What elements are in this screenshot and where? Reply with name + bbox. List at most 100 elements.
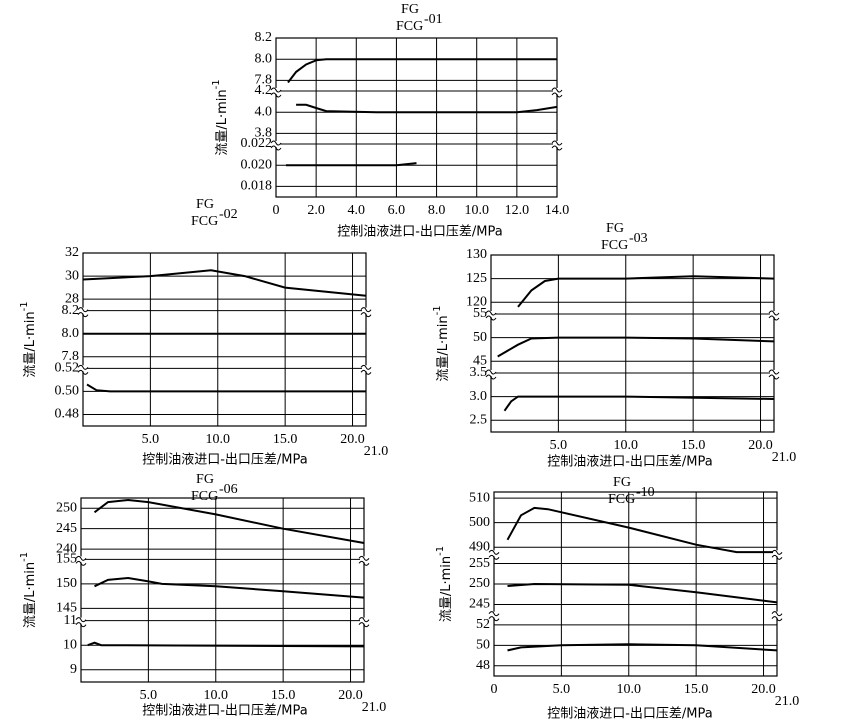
- y-tick-label: 120: [466, 294, 487, 309]
- x-tick-label: 5.0: [142, 432, 160, 447]
- series-line: [93, 498, 365, 544]
- series-line: [506, 506, 777, 554]
- chart-subtitle: FCG: [601, 238, 628, 253]
- y-tick-label: 145: [56, 601, 77, 616]
- y-tick-label: 255: [469, 556, 490, 571]
- plot-frame: [490, 254, 775, 433]
- series-line: [507, 643, 778, 652]
- y-axis-label: 流量/L·min-1: [435, 546, 454, 622]
- x-tick-label: 8.0: [428, 203, 446, 218]
- plot-frame: [80, 497, 365, 683]
- x-axis-label: 控制油液进口-出口压差/MPa: [142, 704, 308, 719]
- y-tick-label: 500: [469, 515, 490, 530]
- axis-break: [485, 369, 497, 380]
- y-axis-label-sup: -1: [435, 546, 446, 556]
- y-tick-label: 4.2: [255, 83, 273, 98]
- x-axis-label: 控制油液进口-出口压差/MPa: [142, 453, 308, 468]
- axis-break: [77, 364, 89, 375]
- y-tick-label: 240: [56, 541, 77, 556]
- y-tick-label: 155: [56, 552, 77, 567]
- x-tick-label: 2.0: [307, 203, 325, 218]
- chart-subtitle: FCG: [396, 19, 423, 34]
- x-tick-label: 20.0: [340, 432, 365, 447]
- x-tick-label: 15.0: [271, 688, 296, 703]
- model-label: -02: [219, 207, 238, 222]
- y-tick-label: 8.0: [62, 326, 80, 341]
- y-tick-label: 55: [473, 306, 487, 321]
- x-tick-label: 0: [491, 682, 498, 697]
- x-tick-label: 21.0: [362, 700, 387, 715]
- chart-subtitle: FCG: [191, 489, 218, 504]
- x-tick-label: 15.0: [684, 682, 709, 697]
- y-tick-label: 52: [476, 617, 490, 632]
- series-line: [94, 576, 365, 599]
- panel: FG FCG -01 0 2.0 4.0 6.0 8.0 10.0 12.0 14.0 控制油液进口-…: [211, 2, 569, 239]
- chart-title: FG: [196, 197, 214, 212]
- x-tick-label: 0: [273, 203, 280, 218]
- x-tick-label: 10.0: [204, 688, 229, 703]
- y-tick-label: 3.5: [470, 365, 488, 380]
- y-tick-label: 9: [70, 662, 77, 677]
- y-tick-label: 0.50: [55, 384, 80, 399]
- x-axis-label: 控制油液进口-出口压差/MPa: [547, 707, 713, 722]
- chart-title: FG: [196, 472, 214, 487]
- y-tick-label: 28: [65, 291, 79, 306]
- chart-subtitle: FCG: [608, 492, 635, 507]
- axis-break: [768, 369, 780, 380]
- y-tick-label: 250: [56, 500, 77, 515]
- model-label: -10: [636, 485, 655, 500]
- y-tick-label: 7.8: [62, 349, 80, 364]
- x-axis-label: 控制油液进口-出口压差/MPa: [547, 455, 713, 470]
- x-tick-label: 6.0: [388, 203, 406, 218]
- y-tick-label: 150: [56, 576, 77, 591]
- x-tick-label: 14.0: [545, 203, 570, 218]
- series-line: [507, 582, 778, 604]
- y-tick-label: 8.2: [62, 303, 80, 318]
- x-tick-label: 21.0: [772, 450, 797, 465]
- axis-break: [768, 310, 780, 321]
- chart-title: FG: [613, 475, 631, 490]
- panel: FG FCG -06 5.0 10.0 15.0 20.021.0 控制油液进口-出口压差/M…: [19, 472, 386, 718]
- y-tick-label: 45: [473, 353, 487, 368]
- y-tick-label: 0.48: [55, 407, 80, 422]
- y-tick-label: 32: [65, 245, 79, 260]
- axis-break: [551, 140, 563, 151]
- panel: FG FCG -02 5.0 10.0 15.0 20.021.0 控制油液进口-出口压差/M…: [19, 197, 388, 467]
- series-line: [503, 395, 775, 412]
- y-axis-label-text: 流量/L·min: [23, 311, 38, 377]
- y-tick-label: 250: [469, 576, 490, 591]
- y-axis-label-sup: -1: [19, 301, 30, 311]
- panel: FG FCG -03 5.0 10.0 15.0 20.021.0 控制油液进口-出口压差/M…: [432, 221, 796, 469]
- y-tick-label: 490: [469, 539, 490, 554]
- y-tick-label: 11: [64, 613, 77, 628]
- x-axis-label: 控制油液进口-出口压差/MPa: [337, 225, 503, 240]
- y-axis-label: 流量/L·min-1: [211, 79, 230, 155]
- axis-break: [358, 555, 370, 566]
- x-tick-label: 5.0: [140, 688, 158, 703]
- y-tick-label: 7.8: [255, 73, 273, 88]
- y-tick-label: 50: [476, 638, 490, 653]
- x-tick-label: 10.0: [617, 682, 642, 697]
- axis-break: [771, 549, 783, 560]
- plot-frame: [493, 491, 778, 677]
- y-tick-label: 245: [469, 597, 490, 612]
- x-tick-label: 5.0: [553, 682, 571, 697]
- y-tick-label: 3.0: [470, 389, 488, 404]
- y-tick-label: 10: [63, 637, 77, 652]
- axis-break: [75, 617, 87, 628]
- y-axis-label-sup: -1: [19, 552, 30, 562]
- y-axis-label: 流量/L·min-1: [432, 305, 451, 381]
- x-tick-label: 20.0: [748, 438, 773, 453]
- chart-title: FG: [401, 2, 419, 17]
- x-tick-label: 21.0: [364, 444, 389, 459]
- x-tick-label: 10.0: [464, 203, 489, 218]
- y-axis-label-sup: -1: [432, 305, 443, 315]
- y-tick-label: 0.022: [241, 136, 273, 151]
- series-line: [86, 383, 366, 393]
- axis-break: [358, 617, 370, 628]
- y-axis-label-text: 流量/L·min: [23, 562, 38, 628]
- y-tick-label: 30: [65, 268, 79, 283]
- axis-break: [551, 87, 563, 98]
- axis-break: [270, 140, 282, 151]
- y-tick-label: 0.52: [55, 361, 80, 376]
